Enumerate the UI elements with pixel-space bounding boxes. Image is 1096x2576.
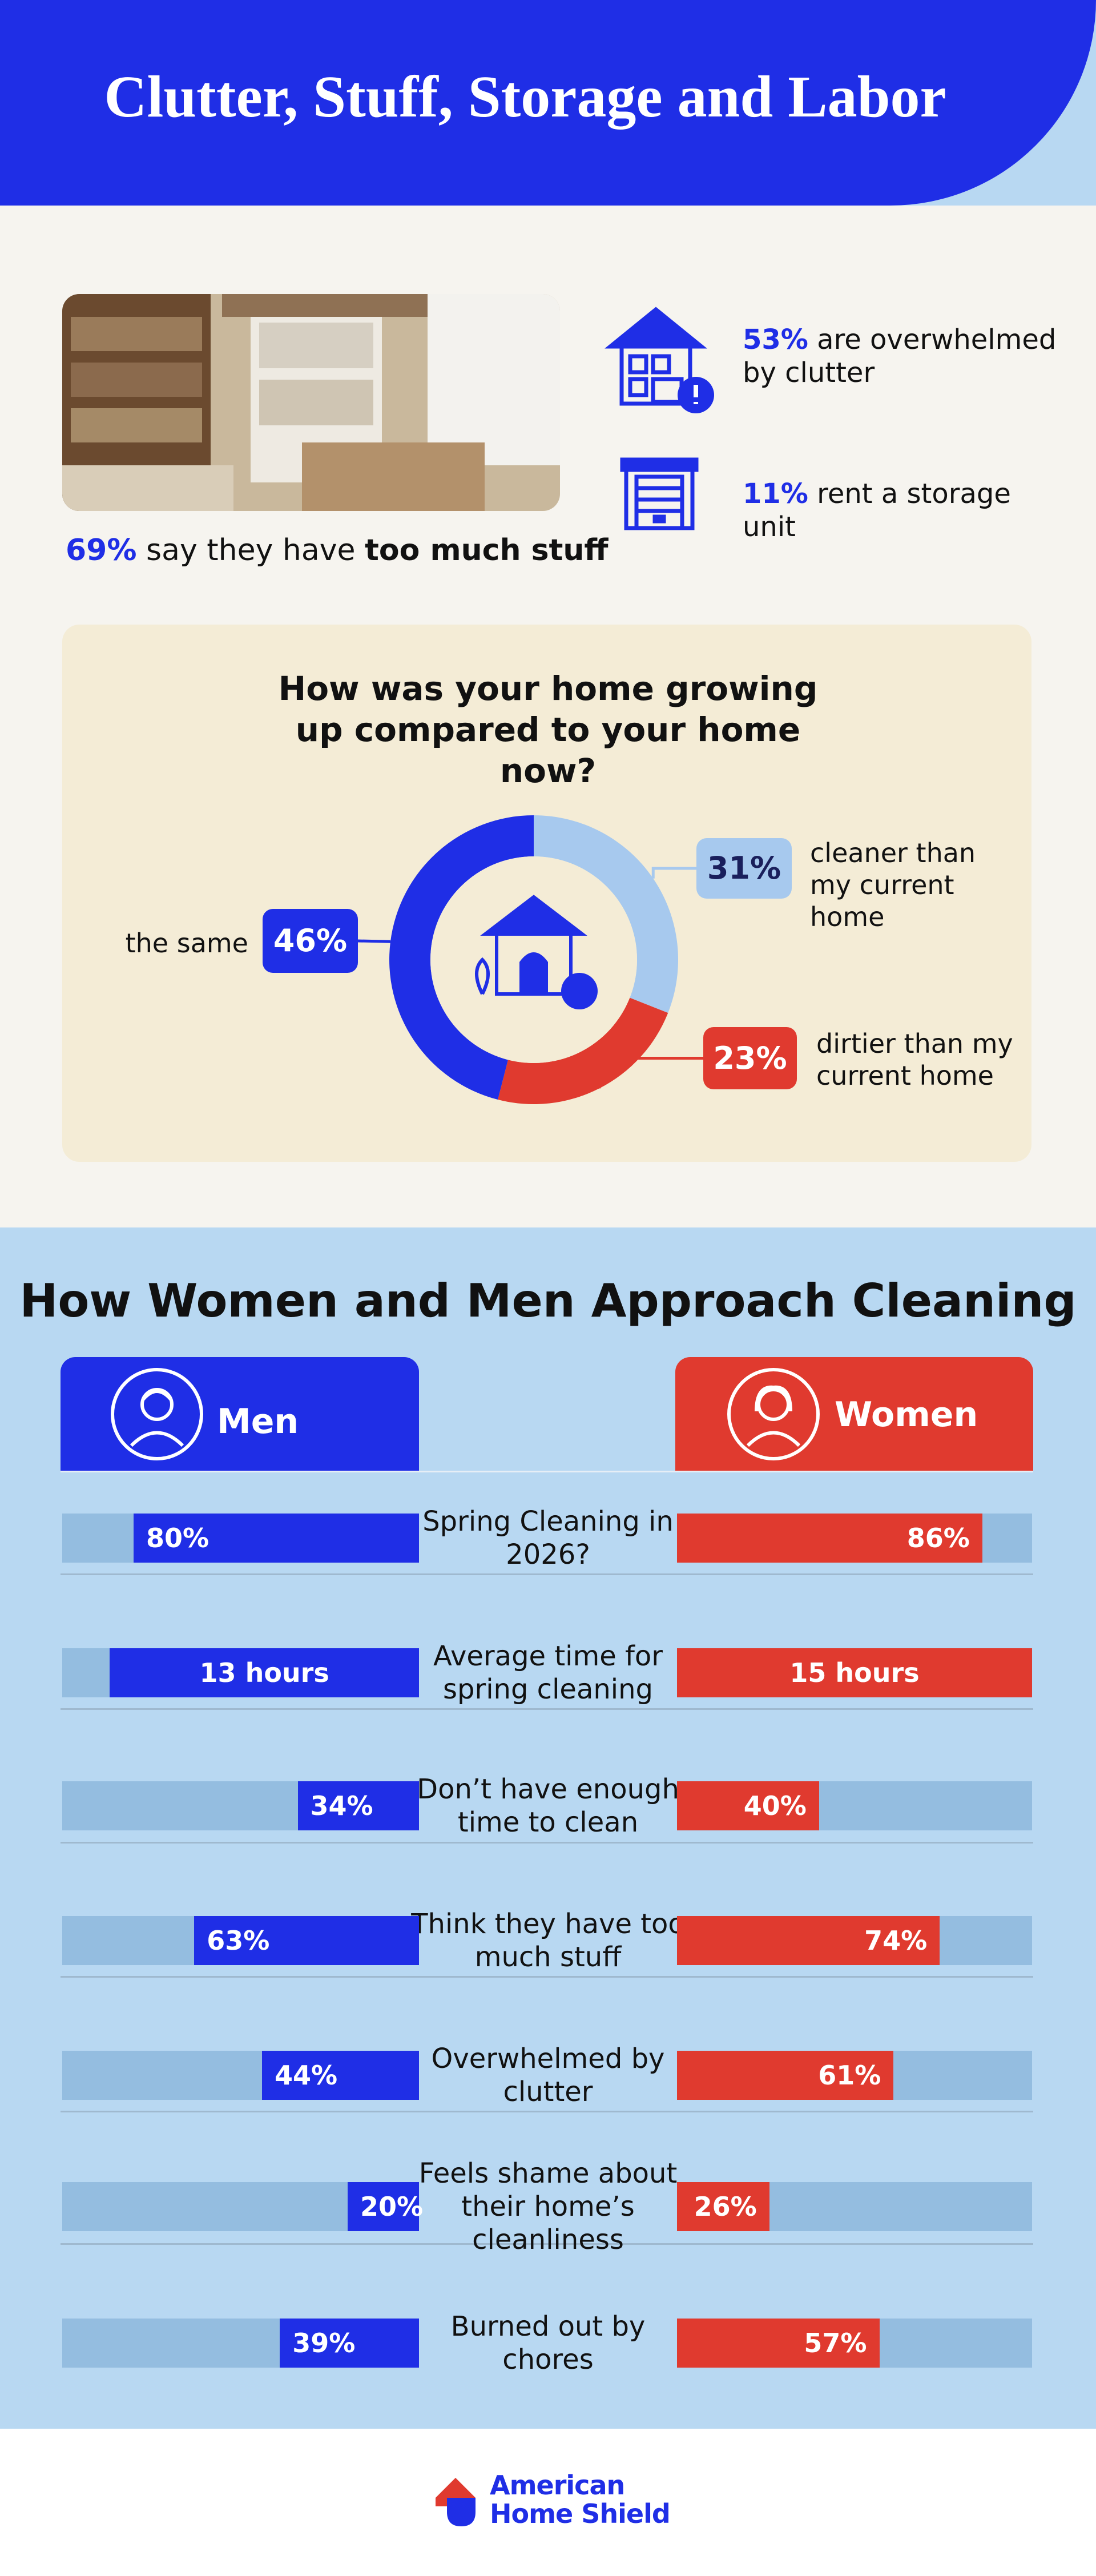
storage-icon [620, 457, 699, 530]
donut-slice [389, 815, 534, 1100]
leader-line [598, 1057, 703, 1089]
donut-slice [534, 815, 678, 1013]
stat-figure: 53% [743, 324, 808, 356]
value-label: 80% [146, 1523, 209, 1553]
women-avatar [727, 1368, 820, 1460]
stat-figure: 69% [66, 533, 137, 567]
value-label: 13 hours [199, 1657, 329, 1688]
value-label: 34% [310, 1790, 373, 1821]
bar [297, 1781, 419, 1830]
stat-text: are overwhelmed by clutter [743, 324, 1057, 389]
header [0, 0, 1096, 206]
category-label: Burned out by chores [450, 2311, 646, 2376]
stat-caption: 11% rent a storage unit [743, 477, 1062, 544]
women-tab [675, 1357, 1033, 1471]
stat-caption: 53% are overwhelmed by clutter [743, 323, 1062, 389]
bar [110, 1648, 419, 1697]
bar [348, 2182, 419, 2231]
value-label: 26% [694, 2191, 757, 2222]
row-divider [61, 1708, 1033, 1710]
row-divider [61, 2243, 1033, 2245]
donut-slice [498, 997, 668, 1104]
bar [194, 1916, 419, 1965]
value-label: 31% [696, 838, 792, 899]
leader-line [651, 867, 696, 879]
legend-men: Men [217, 1402, 299, 1442]
category-label: Spring Cleaning in 2026? [422, 1506, 674, 1571]
bar [280, 2319, 419, 2368]
photo [62, 294, 560, 511]
value-label: 74% [864, 1925, 928, 1956]
bar [677, 1916, 940, 1965]
row-divider [61, 2111, 1033, 2112]
bar [677, 2182, 769, 2231]
bar [677, 1514, 982, 1563]
stat-caption: 69% say they have too much stuff [66, 531, 609, 570]
home-icon [475, 895, 598, 1009]
bar [262, 2051, 419, 2100]
value-label: 61% [818, 2060, 881, 2091]
donut-chart [357, 815, 703, 1104]
row-divider [61, 1573, 1033, 1575]
category-label: Feels shame about their home’s cleanline… [418, 2158, 678, 2256]
men-tab [61, 1357, 419, 1471]
value-label: 44% [275, 2060, 338, 2091]
stat-figure: 11% [743, 478, 808, 510]
row-divider [61, 1842, 1033, 1844]
category-label: Average time for spring cleaning [433, 1640, 663, 1705]
value-label: 39% [292, 2328, 356, 2358]
category-label: cleaner than my current home [810, 838, 976, 932]
value-label: 23% [703, 1027, 797, 1089]
page-title: Clutter, Stuff, Storage and Labor [104, 64, 946, 130]
stat-emphasis: too much stuff [365, 533, 609, 567]
value-label: 63% [207, 1925, 270, 1956]
category-label: Overwhelmed by clutter [431, 2043, 665, 2108]
logo-text: American Home Shield [490, 2470, 671, 2529]
value-label: 57% [804, 2328, 867, 2358]
value-label: 40% [743, 1790, 807, 1821]
bar [677, 2319, 880, 2368]
brand-line: Home Shield [490, 2498, 671, 2529]
legend-women: Women [835, 1395, 978, 1435]
comparison-title: How Women and Men Approach Cleaning [19, 1274, 1077, 1327]
donut-title: How was your home growing up compared to… [278, 669, 818, 790]
category-label: dirtier than my current home [816, 1028, 1013, 1091]
row-divider [61, 1976, 1033, 1978]
stat-text: say they have [146, 533, 356, 567]
house-clutter-icon [605, 307, 714, 413]
divider [61, 1471, 1033, 1472]
value-label: 20% [360, 2191, 424, 2222]
value-label: 46% [263, 909, 358, 973]
value-label: 15 hours [789, 1657, 920, 1688]
bar [677, 1648, 1032, 1697]
brand-line: American [490, 2470, 625, 2501]
category-label: Don’t have enough time to clean [417, 1773, 679, 1838]
logo-mark [436, 2478, 476, 2526]
bar [677, 2051, 894, 2100]
category-label: Think they have too much stuff [411, 1908, 685, 1973]
men-avatar [111, 1368, 203, 1460]
stat-text: rent a storage unit [743, 478, 1011, 543]
bar [134, 1514, 419, 1563]
bar [677, 1781, 819, 1830]
value-label: 86% [906, 1523, 970, 1553]
category-label: the same [125, 928, 248, 959]
